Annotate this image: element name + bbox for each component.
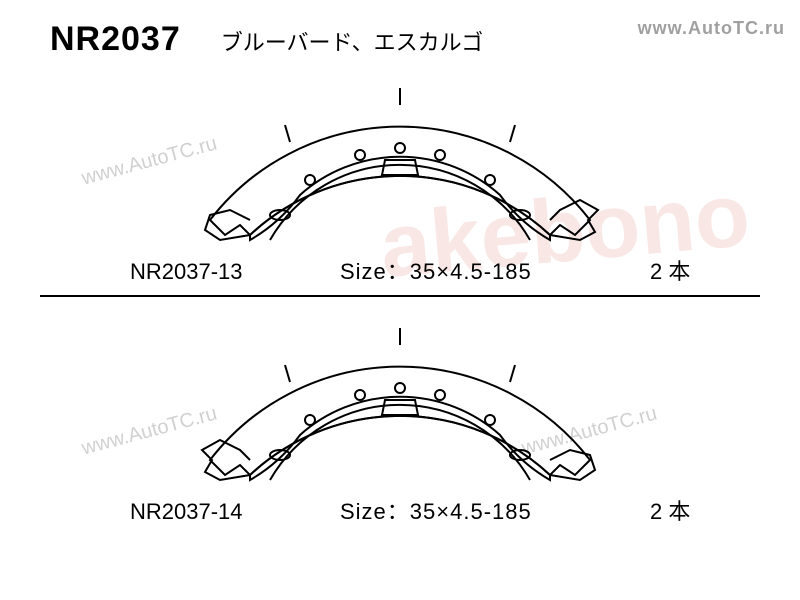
brake-shoe-diagram-2 bbox=[150, 300, 650, 490]
variant-info-row-1: NR2037-13 Size：35×4.5-185 2 本 bbox=[130, 254, 750, 286]
variant-part-no: NR2037-14 bbox=[130, 499, 340, 525]
variant-part-no: NR2037-13 bbox=[130, 259, 340, 285]
variant-size: Size：35×4.5-185 bbox=[340, 254, 650, 286]
variant-info-row-2: NR2037-14 Size：35×4.5-185 2 本 bbox=[130, 494, 750, 526]
catalog-page: akebono www.AutoTC.ru www.AutoTC.ru www.… bbox=[0, 0, 800, 600]
applicable-models-jp: ブルーバード、エスカルゴ bbox=[221, 25, 483, 57]
variant-panel-2: NR2037-14 Size：35×4.5-185 2 本 bbox=[0, 300, 800, 530]
variant-size: Size：35×4.5-185 bbox=[340, 494, 650, 526]
main-part-code: NR2037 bbox=[50, 20, 181, 59]
header: NR2037 ブルーバード、エスカルゴ bbox=[50, 20, 483, 59]
panel-divider bbox=[40, 295, 760, 297]
site-url-watermark: www.AutoTC.ru bbox=[638, 18, 785, 39]
brake-shoe-diagram-1 bbox=[150, 60, 650, 250]
variant-panel-1: NR2037-13 Size：35×4.5-185 2 本 bbox=[0, 60, 800, 290]
variant-qty: 2 本 bbox=[650, 494, 730, 526]
variant-qty: 2 本 bbox=[650, 254, 730, 286]
